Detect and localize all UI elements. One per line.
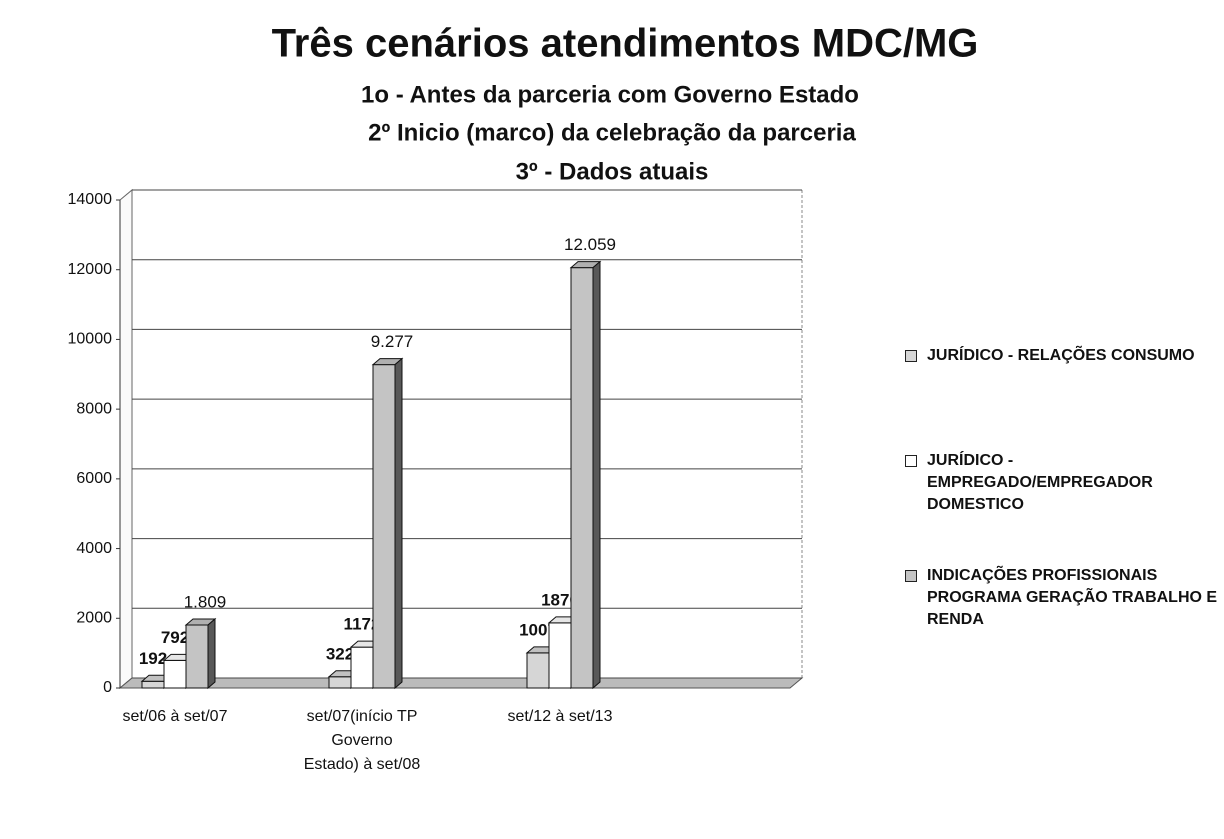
legend-swatch [905,350,917,362]
value-label: 792 [161,628,189,647]
y-tick-label: 2000 [76,610,112,627]
back-wall [131,189,803,679]
bar-front [372,364,396,689]
legend-entry: JURÍDICO - EMPREGADO/EMPREGADOR DOMESTIC… [905,450,1224,516]
bar [184,617,217,690]
y-tick-label: 14000 [68,191,113,208]
subtitle: 2º Inicio (marco) da celebração da parce… [368,119,856,146]
bar-front [570,267,594,689]
value-label: 192 [139,649,167,668]
value-label: 1172 [344,615,381,634]
bar-front [350,646,374,689]
legend-entry: INDICAÇÕES PROFISSIONAIS PROGRAMA GERAÇÃ… [905,565,1224,631]
subtitle: 3º - Dados atuais [516,158,709,185]
y-tick-label: 8000 [76,400,112,417]
value-label: 12.059 [564,235,616,254]
bar-front [328,676,352,689]
legend-entry: JURÍDICO - RELAÇÕES CONSUMO [905,345,1224,367]
bar [371,357,404,690]
side-wall [119,188,133,690]
value-label: 322 [326,644,354,663]
bar-side [394,357,403,690]
legend-swatch [905,570,917,582]
x-tick-label: set/06 à set/07 [122,708,228,725]
floor [118,677,804,689]
bar-front [548,622,572,689]
bar-front [163,659,187,689]
legend-swatch [905,455,917,467]
y-tick-label: 6000 [76,470,112,487]
bar-front [185,624,209,689]
value-label: 1.809 [184,592,227,611]
bar-front [141,680,165,689]
chart-title: Três cenários atendimentos MDC/MG [272,22,979,66]
x-tick-label: set/07(início TP Governo Estado) à set/0… [303,708,421,773]
subtitle: 1o - Antes da parceria com Governo Estad… [361,81,859,108]
bar [569,260,602,690]
value-label: 9.277 [371,332,414,351]
y-tick-label: 4000 [76,540,112,557]
bar-side [207,617,216,690]
bar-front [526,652,550,689]
y-tick-label: 0 [103,679,112,696]
bar-side [592,260,601,690]
value-label: 1007 [519,620,557,639]
y-tick-label: 10000 [68,331,113,348]
value-label: 1870 [541,590,579,609]
x-tick-label: set/12 à set/13 [507,708,613,725]
y-tick-label: 12000 [68,261,113,278]
